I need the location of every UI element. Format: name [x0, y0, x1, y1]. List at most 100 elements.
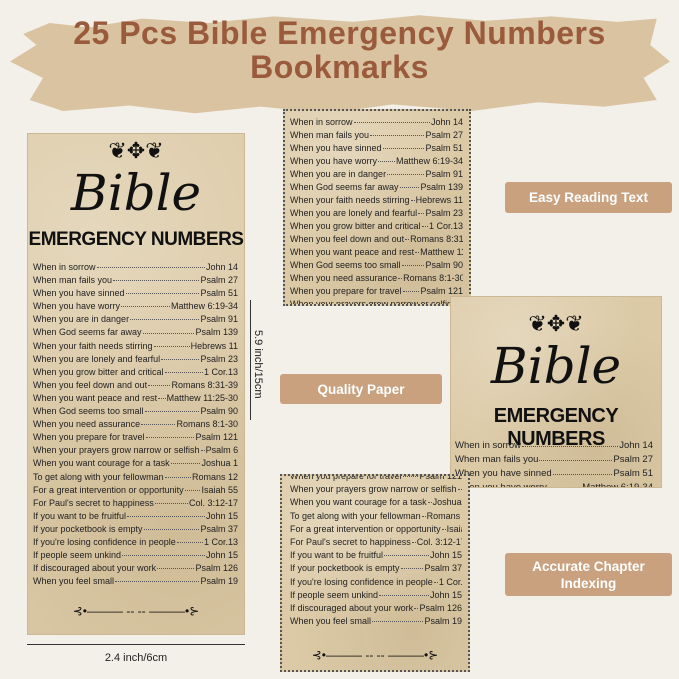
dot-leader	[170, 463, 201, 465]
entry-list: When you prepare for travel Psalm 121 When…	[290, 474, 462, 628]
entry-situation: When you want peace and rest	[33, 392, 158, 403]
entry-row: When you have worry Matthew 6:19-34	[455, 481, 653, 488]
entry-row: When you are lonely and fearful Psalm 23	[33, 353, 238, 366]
dot-leader	[353, 122, 430, 123]
entry-row: For Paul's secret to happiness Col. 3:12-…	[33, 497, 238, 510]
dot-leader	[378, 161, 395, 162]
dot-leader	[410, 200, 415, 201]
entry-row: When your faith needs stirring Hebrews 11	[33, 340, 238, 353]
dot-leader	[161, 358, 200, 360]
dot-leader	[372, 621, 424, 623]
dot-leader	[457, 489, 462, 491]
entry-row: When in sorrow John 14	[290, 116, 463, 129]
dot-leader	[141, 424, 176, 426]
entry-reference: Col. 3:12-17	[188, 497, 238, 508]
entry-reference: Hebrews 11	[190, 340, 238, 351]
entry-row: When you need assurance Romans 8:1-30	[33, 418, 238, 431]
entry-situation: When you are lonely and fearful	[290, 208, 418, 218]
entry-reference: Hebrews 11	[415, 195, 463, 205]
entry-row: When you are lonely and fearful Psalm 23	[290, 207, 463, 220]
entry-reference: John 14	[205, 262, 238, 272]
entry-situation: When you need assurance	[290, 273, 398, 283]
entry-reference: Matthew 11:25-30	[166, 392, 238, 403]
dot-leader	[522, 445, 619, 447]
dot-leader	[164, 371, 203, 373]
entry-situation: If you want to be fruitful	[33, 510, 127, 521]
entry-row: When man fails you Psalm 27	[33, 274, 238, 287]
entry-reference: Psalm 90	[200, 406, 238, 417]
entry-situation: When you want peace and rest	[290, 247, 415, 257]
entry-reference: Psalm 27	[613, 454, 653, 465]
entry-situation: When you prepare for travel	[290, 474, 402, 481]
entry-reference: John 15	[205, 550, 238, 561]
dot-leader	[552, 473, 613, 475]
entry-row: If people seem unkind John 15	[33, 549, 238, 562]
entry-situation: When you have sinned	[290, 143, 382, 153]
entry-row: If discouraged about your work Psalm 126	[33, 562, 238, 575]
entry-reference: Psalm 91	[425, 169, 463, 179]
entry-reference: Psalm 27	[425, 130, 463, 140]
entry-reference: Psalm 67	[205, 445, 238, 456]
entry-situation: When you grow bitter and critical	[290, 221, 421, 231]
entry-row: When man fails you Psalm 27	[455, 453, 653, 467]
entry-row: When you have sinned Psalm 51	[290, 142, 463, 155]
dot-leader	[405, 239, 410, 240]
entry-reference: Romans 8:1-30	[403, 273, 463, 283]
dot-leader	[96, 267, 205, 269]
entry-reference: 1 Cor.13	[203, 366, 238, 377]
entry-situation: If your pocketbook is empty	[290, 563, 400, 574]
entry-row: When you have worry Matthew 6:19-34	[33, 300, 238, 313]
dot-leader	[539, 459, 613, 461]
bookmark-full: ❦✥❦ Bible EMERGENCY NUMBERS When in sorr…	[27, 133, 245, 635]
entry-reference: Psalm 19	[200, 576, 238, 587]
bookmark-script-title: Bible	[70, 164, 202, 222]
entry-situation: When you feel down and out	[290, 234, 405, 244]
entry-situation: When you are in danger	[33, 314, 130, 325]
entry-row: When God seems too small Psalm 90	[290, 259, 463, 272]
entry-row: When in sorrow John 14	[455, 439, 653, 453]
entry-row: When God seems far away Psalm 139	[290, 181, 463, 194]
height-label: 5.9 inch/15cm	[252, 330, 264, 399]
label-quality-paper: Quality Paper	[280, 374, 442, 404]
height-dimension: 5.9 inch/15cm	[244, 300, 264, 420]
entry-reference: 1 Cor.13	[203, 536, 238, 547]
entry-row: When you feel small Psalm 19	[290, 615, 462, 628]
entry-row: If you want to be fruitful John 15	[33, 510, 238, 523]
dot-leader	[421, 515, 426, 517]
entry-reference: 1 Cor.13	[438, 576, 462, 587]
entry-situation: When you have worry	[290, 156, 378, 166]
entry-reference: Psalm 139	[195, 327, 238, 338]
ornament-flourish-icon: ❦✥❦	[108, 138, 164, 163]
entry-situation: When God seems far away	[290, 182, 399, 192]
entry-situation: When you have worry	[455, 482, 547, 488]
dot-leader	[441, 528, 446, 530]
entry-row: When you have sinned Psalm 51	[455, 467, 653, 481]
dot-leader	[142, 332, 195, 334]
dot-leader	[387, 174, 425, 175]
dot-leader	[130, 319, 200, 321]
dot-leader	[127, 515, 205, 517]
entry-row: When you prepare for travel Psalm 121	[290, 285, 463, 298]
dot-leader	[164, 476, 191, 478]
entry-reference: Matthew 6:19-34	[170, 301, 238, 312]
entry-situation: When you are lonely and fearful	[33, 353, 161, 364]
dot-leader	[379, 594, 429, 596]
divider-flourish-icon: ⊰•——— -- -- ———•⊱	[311, 648, 439, 662]
entry-situation: If you're losing confidence in people	[33, 536, 176, 547]
entry-row: When you grow bitter and critical 1 Cor.1…	[290, 220, 463, 233]
width-dimension: 2.4 inch/6cm	[27, 644, 245, 664]
entry-row: When your prayers grow narrow or selfish…	[290, 483, 462, 496]
dot-leader	[144, 411, 200, 413]
entry-row: If discouraged about your work Psalm 126	[290, 602, 462, 615]
dimension-line	[27, 644, 245, 645]
entry-reference: John 15	[429, 589, 462, 600]
entry-situation: When God seems too small	[290, 260, 401, 270]
entry-situation: If people seem unkind	[33, 550, 122, 561]
entry-row: When you are in danger Psalm 91	[290, 168, 463, 181]
entry-situation: When you prepare for travel	[290, 286, 402, 296]
entry-reference: John 14	[619, 440, 653, 451]
entry-row: If you're losing confidence in people 1 C…	[33, 536, 238, 549]
entry-reference: Psalm 37	[200, 523, 238, 534]
entry-row: When you feel down and out Romans 8:31-39	[290, 233, 463, 246]
entry-reference: Psalm 90	[425, 260, 463, 270]
